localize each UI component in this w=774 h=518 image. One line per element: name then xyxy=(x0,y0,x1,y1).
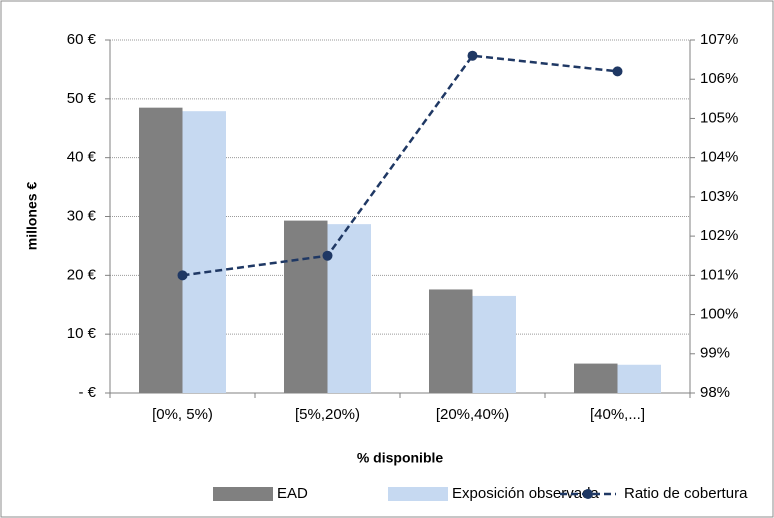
legend-label: Exposición observada xyxy=(452,485,599,502)
line xyxy=(182,54,618,277)
y-tick-label: 10 € xyxy=(67,325,97,342)
y2-tick-label: 100% xyxy=(700,306,738,323)
x-tick-label: [5%,20%) xyxy=(295,406,360,423)
x-tick-label: [40%,...] xyxy=(590,406,645,423)
y-tick-label: 40 € xyxy=(67,149,97,166)
y-axis-title: millones € xyxy=(24,182,40,251)
legend-label: EAD xyxy=(277,485,308,502)
bar xyxy=(574,363,618,393)
marker xyxy=(177,270,188,281)
bar xyxy=(182,111,226,394)
y-tick-label: 30 € xyxy=(67,207,97,224)
legend-swatch xyxy=(388,487,448,501)
legend-label: Ratio de cobertura xyxy=(624,485,748,502)
bar xyxy=(327,224,371,393)
x-tick-label: [20%,40%) xyxy=(436,406,509,423)
y2-tick-label: 99% xyxy=(700,345,730,362)
bar xyxy=(617,364,661,393)
x-tick-label: [0%, 5%) xyxy=(152,406,213,423)
legend-marker xyxy=(583,489,593,499)
bar xyxy=(139,107,183,394)
y-tick-label: 50 € xyxy=(67,90,97,107)
y2-tick-label: 107% xyxy=(700,31,738,48)
marker xyxy=(612,66,623,77)
y-tick-label: - € xyxy=(78,384,96,401)
y2-tick-label: 106% xyxy=(700,70,738,87)
bar xyxy=(284,220,328,393)
y2-tick-label: 101% xyxy=(700,266,738,283)
y2-tick-label: 104% xyxy=(700,149,738,166)
y2-tick-label: 103% xyxy=(700,188,738,205)
marker xyxy=(322,250,333,261)
y-tick-label: 60 € xyxy=(67,31,97,48)
y-tick-label: 20 € xyxy=(67,266,97,283)
y2-tick-label: 102% xyxy=(700,227,738,244)
y2-tick-label: 105% xyxy=(700,109,738,126)
marker xyxy=(467,50,478,61)
bar xyxy=(429,289,473,393)
x-axis-title: % disponible xyxy=(357,450,444,466)
legend-swatch xyxy=(213,487,273,501)
y2-tick-label: 98% xyxy=(700,384,730,401)
bar xyxy=(472,295,516,393)
